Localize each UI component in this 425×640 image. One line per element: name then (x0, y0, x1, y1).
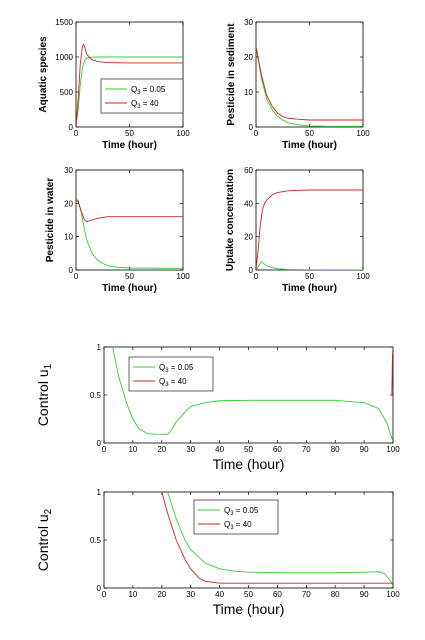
y-tick-label: 20 (64, 199, 73, 208)
series-line-1 (112, 347, 393, 442)
x-tick-label: 30 (186, 445, 195, 454)
x-tick-label: 0 (102, 590, 107, 599)
x-tick-label: 50 (244, 445, 253, 454)
x-tick-label: 0 (254, 129, 259, 138)
y-tick-label: 1500 (55, 18, 73, 27)
subplot-5: 0 10 20 30 40 50 60 70 80 90 100 0 0.5 1 Time (hour) Co… (35, 343, 400, 472)
legend: Q3 = 0.05 Q3 = 40 (193, 499, 279, 535)
y-tick-label: 0 (69, 266, 74, 275)
x-axis-label: Time (hour) (102, 283, 157, 294)
x-tick-label: 20 (157, 590, 166, 599)
legend-label: Q3 = 40 (159, 377, 187, 388)
series-line-1 (256, 46, 363, 127)
y-axis-label: Pesticide in sediment (226, 23, 237, 126)
subplot-6: 0 10 20 30 40 50 60 70 80 90 100 0 0.5 1 Time (hour) Co… (35, 488, 400, 617)
x-tick-label: 0 (74, 129, 79, 138)
y-tick-label: 40 (244, 199, 253, 208)
x-tick-label: 70 (302, 445, 311, 454)
y-tick-label: 1 (97, 488, 102, 497)
x-tick-label: 40 (215, 590, 224, 599)
y-tick-label: 20 (244, 53, 253, 62)
x-tick-label: 30 (186, 590, 195, 599)
series-line-2 (76, 199, 183, 223)
y-tick-label: 30 (64, 166, 73, 175)
series-line-2 (256, 46, 363, 121)
plot-area (75, 169, 184, 271)
legend-label: Q3 = 40 (224, 520, 252, 531)
y-axis-label: Control u1 (35, 363, 54, 426)
series-line-2 (161, 492, 393, 584)
series-line-2 (76, 43, 183, 127)
x-tick-label: 100 (386, 445, 400, 454)
x-tick-label: 10 (128, 445, 137, 454)
x-tick-label: 50 (244, 590, 253, 599)
series-line-2 (256, 189, 363, 270)
x-tick-label: 90 (360, 445, 369, 454)
x-tick-label: 0 (102, 445, 107, 454)
y-tick-label: 10 (64, 233, 73, 242)
x-tick-label: 100 (176, 129, 190, 138)
x-tick-label: 20 (157, 445, 166, 454)
y-axis-label: Control u2 (35, 508, 54, 571)
x-tick-label: 80 (331, 445, 340, 454)
x-axis-label: Time (hour) (102, 140, 157, 151)
x-tick-label: 60 (273, 590, 282, 599)
legend-label: Q3 = 40 (131, 99, 159, 110)
y-tick-label: 1000 (55, 53, 73, 62)
x-tick-label: 10 (128, 590, 137, 599)
x-tick-label: 0 (74, 272, 79, 281)
legend: Q3 = 0.05 Q3 = 40 (128, 356, 214, 392)
x-axis-label: Time (hour) (213, 456, 285, 472)
y-tick-label: 20 (244, 233, 253, 242)
y-tick-label: 0 (249, 266, 254, 275)
x-axis-label: Time (hour) (282, 140, 337, 151)
y-axis-label: Aquatic species (38, 36, 49, 113)
x-tick-label: 100 (356, 272, 370, 281)
y-tick-label: 0 (69, 123, 74, 132)
y-axis-label: Uptake concentration (225, 169, 236, 271)
x-tick-label: 70 (302, 590, 311, 599)
y-tick-label: 0.5 (90, 536, 102, 545)
x-tick-label: 40 (215, 445, 224, 454)
subplot-4: 0 50 100 0 20 40 60 Time (hour) Uptake concentra… (225, 166, 370, 294)
x-tick-label: 50 (305, 129, 314, 138)
y-tick-label: 0 (97, 439, 102, 448)
x-axis-label: Time (hour) (282, 283, 337, 294)
x-tick-label: 0 (254, 272, 259, 281)
legend: Q3 = 0.05 Q3 = 40 (100, 78, 184, 114)
series-line-2 (391, 347, 393, 396)
y-tick-label: 1 (97, 343, 102, 352)
plot-area (255, 21, 364, 128)
y-tick-label: 60 (244, 166, 253, 175)
y-tick-label: 30 (244, 18, 253, 27)
x-tick-label: 60 (273, 445, 282, 454)
x-tick-label: 50 (125, 129, 134, 138)
y-axis-label: Pesticide in water (45, 178, 56, 263)
y-tick-label: 0.5 (90, 391, 102, 400)
series-line-1 (167, 492, 393, 587)
legend-label: Q3 = 0.05 (159, 363, 194, 374)
x-tick-label: 100 (386, 590, 400, 599)
x-tick-label: 50 (125, 272, 134, 281)
y-tick-label: 0 (97, 584, 102, 593)
y-tick-label: 0 (249, 123, 254, 132)
x-tick-label: 50 (305, 272, 314, 281)
x-tick-label: 100 (176, 272, 190, 281)
plot-area (255, 169, 364, 271)
y-tick-label: 10 (244, 88, 253, 97)
legend-label: Q3 = 0.05 (131, 85, 166, 96)
subplot-3: 0 50 100 0 10 20 30 Time (hour) Pesticide in wat… (45, 166, 190, 294)
series-line-1 (256, 261, 363, 270)
x-tick-label: 100 (356, 129, 370, 138)
x-axis-label: Time (hour) (213, 601, 285, 617)
y-tick-label: 500 (60, 88, 74, 97)
x-tick-label: 90 (360, 590, 369, 599)
x-tick-label: 80 (331, 590, 340, 599)
legend-label: Q3 = 0.05 (224, 506, 259, 517)
subplot-2: 0 50 100 0 10 20 30 Time (hour) Pesticide in sed… (226, 18, 370, 151)
